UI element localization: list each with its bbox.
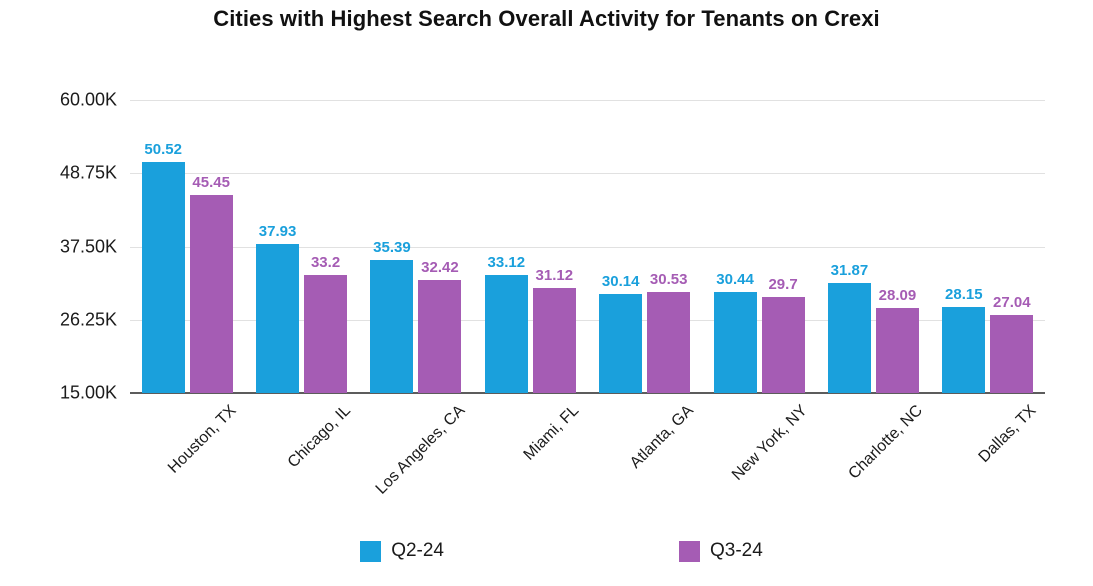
y-tick-label: 48.75K xyxy=(59,162,117,183)
bar-q2-24[interactable]: 37.93 xyxy=(256,223,300,393)
plot-area: 50.52 45.45 Houston, TX 37.93 33.2 Chicago, I… xyxy=(130,100,1045,498)
bar-q3-24[interactable]: 31.12 xyxy=(532,267,576,393)
bar-value-label: 30.53 xyxy=(649,270,688,288)
bar-group: 30.14 30.53 Atlanta, GA xyxy=(588,100,702,472)
bar-value-label: 33.2 xyxy=(310,253,341,271)
x-tick-label: Chicago, IL xyxy=(284,402,354,472)
bar-value-label: 28.09 xyxy=(878,286,917,304)
legend-item-q2-24[interactable]: Q2-24 xyxy=(360,540,444,562)
bar-value-label: 31.87 xyxy=(830,262,869,280)
x-tick-label: Atlanta, GA xyxy=(626,402,697,472)
bar-q2-24[interactable]: 31.87 xyxy=(827,262,871,393)
gridline xyxy=(130,173,1045,175)
bar-q3-24[interactable]: 27.04 xyxy=(990,294,1034,393)
bar-value-label: 50.52 xyxy=(144,140,182,158)
bar-group: 35.39 32.42 Los Angeles, CA xyxy=(359,100,473,498)
chart-title: Cities with Highest Search Overall Activ… xyxy=(213,6,880,31)
bar-value-label: 45.45 xyxy=(192,173,230,191)
legend-item-q3-24[interactable]: Q3-24 xyxy=(679,540,763,562)
bar-value-label: 29.7 xyxy=(768,276,798,294)
bar-q2-24[interactable]: 30.14 xyxy=(599,273,643,393)
bar-group: 31.87 28.09 Charlotte, NC xyxy=(816,100,930,483)
y-tick-label: 60.00K xyxy=(59,89,117,110)
legend-label-q2-24: Q2-24 xyxy=(391,540,444,561)
y-axis: 60.00K 48.75K 37.50K 26.25K 15.00K xyxy=(28,90,117,403)
x-tick-label: New York, NY xyxy=(729,402,812,484)
bar-q3-24[interactable]: 45.45 xyxy=(189,174,233,393)
bar-value-label: 35.39 xyxy=(373,239,411,257)
bar-value-label: 33.12 xyxy=(487,254,526,272)
x-tick-label: Dallas, TX xyxy=(975,402,1040,467)
bar-q2-24[interactable]: 35.39 xyxy=(370,239,414,393)
y-tick-label: 26.25K xyxy=(59,309,117,330)
bar-q2-24[interactable]: 33.12 xyxy=(484,254,528,393)
x-tick-label: Houston, TX xyxy=(164,402,240,477)
bar-groups: 50.52 45.45 Houston, TX 37.93 33.2 Chicago, I… xyxy=(130,100,1045,498)
x-axis-line xyxy=(130,392,1045,394)
x-tick-label: Miami, FL xyxy=(520,402,583,464)
gridline xyxy=(130,246,1045,248)
bar-q3-24[interactable]: 30.53 xyxy=(647,271,691,393)
bar-group: 30.44 29.7 New York, NY xyxy=(702,100,816,484)
bar-group: 33.12 31.12 Miami, FL xyxy=(473,100,587,464)
bar-q3-24[interactable]: 28.09 xyxy=(875,287,919,393)
legend: Q2-24 Q3-24 xyxy=(0,540,1093,562)
y-tick-label: 37.50K xyxy=(59,236,117,256)
bar-q2-24[interactable]: 50.52 xyxy=(141,141,185,393)
bar-value-label: 30.44 xyxy=(716,271,754,289)
bar-value-label: 27.04 xyxy=(993,293,1031,311)
bar-group: 50.52 45.45 Houston, TX xyxy=(130,100,244,477)
bar-group: 28.15 27.04 Dallas, TX xyxy=(931,100,1045,466)
y-tick-label: 15.00K xyxy=(59,382,117,403)
x-tick-label: Charlotte, NC xyxy=(844,402,926,483)
gridline xyxy=(130,319,1045,321)
q2-24-swatch-icon xyxy=(360,540,382,562)
bar-q3-24[interactable]: 33.2 xyxy=(304,254,348,393)
bar-value-label: 37.93 xyxy=(258,222,297,240)
bar-value-label: 31.12 xyxy=(535,267,574,285)
gridline xyxy=(130,100,1045,101)
bar-q3-24[interactable]: 32.42 xyxy=(418,259,462,393)
bar-value-label: 32.42 xyxy=(421,258,459,276)
bar-value-label: 28.15 xyxy=(945,286,983,304)
x-tick-label: Los Angeles, CA xyxy=(372,402,468,498)
bar-value-label: 30.14 xyxy=(601,273,640,291)
bar-q3-24[interactable]: 29.7 xyxy=(761,276,805,393)
bar-group: 37.93 33.2 Chicago, IL xyxy=(244,100,358,471)
legend-label-q3-24: Q3-24 xyxy=(710,540,763,561)
bar-q2-24[interactable]: 28.15 xyxy=(942,286,986,393)
q3-24-swatch-icon xyxy=(679,540,700,562)
bar-q2-24[interactable]: 30.44 xyxy=(713,271,757,393)
